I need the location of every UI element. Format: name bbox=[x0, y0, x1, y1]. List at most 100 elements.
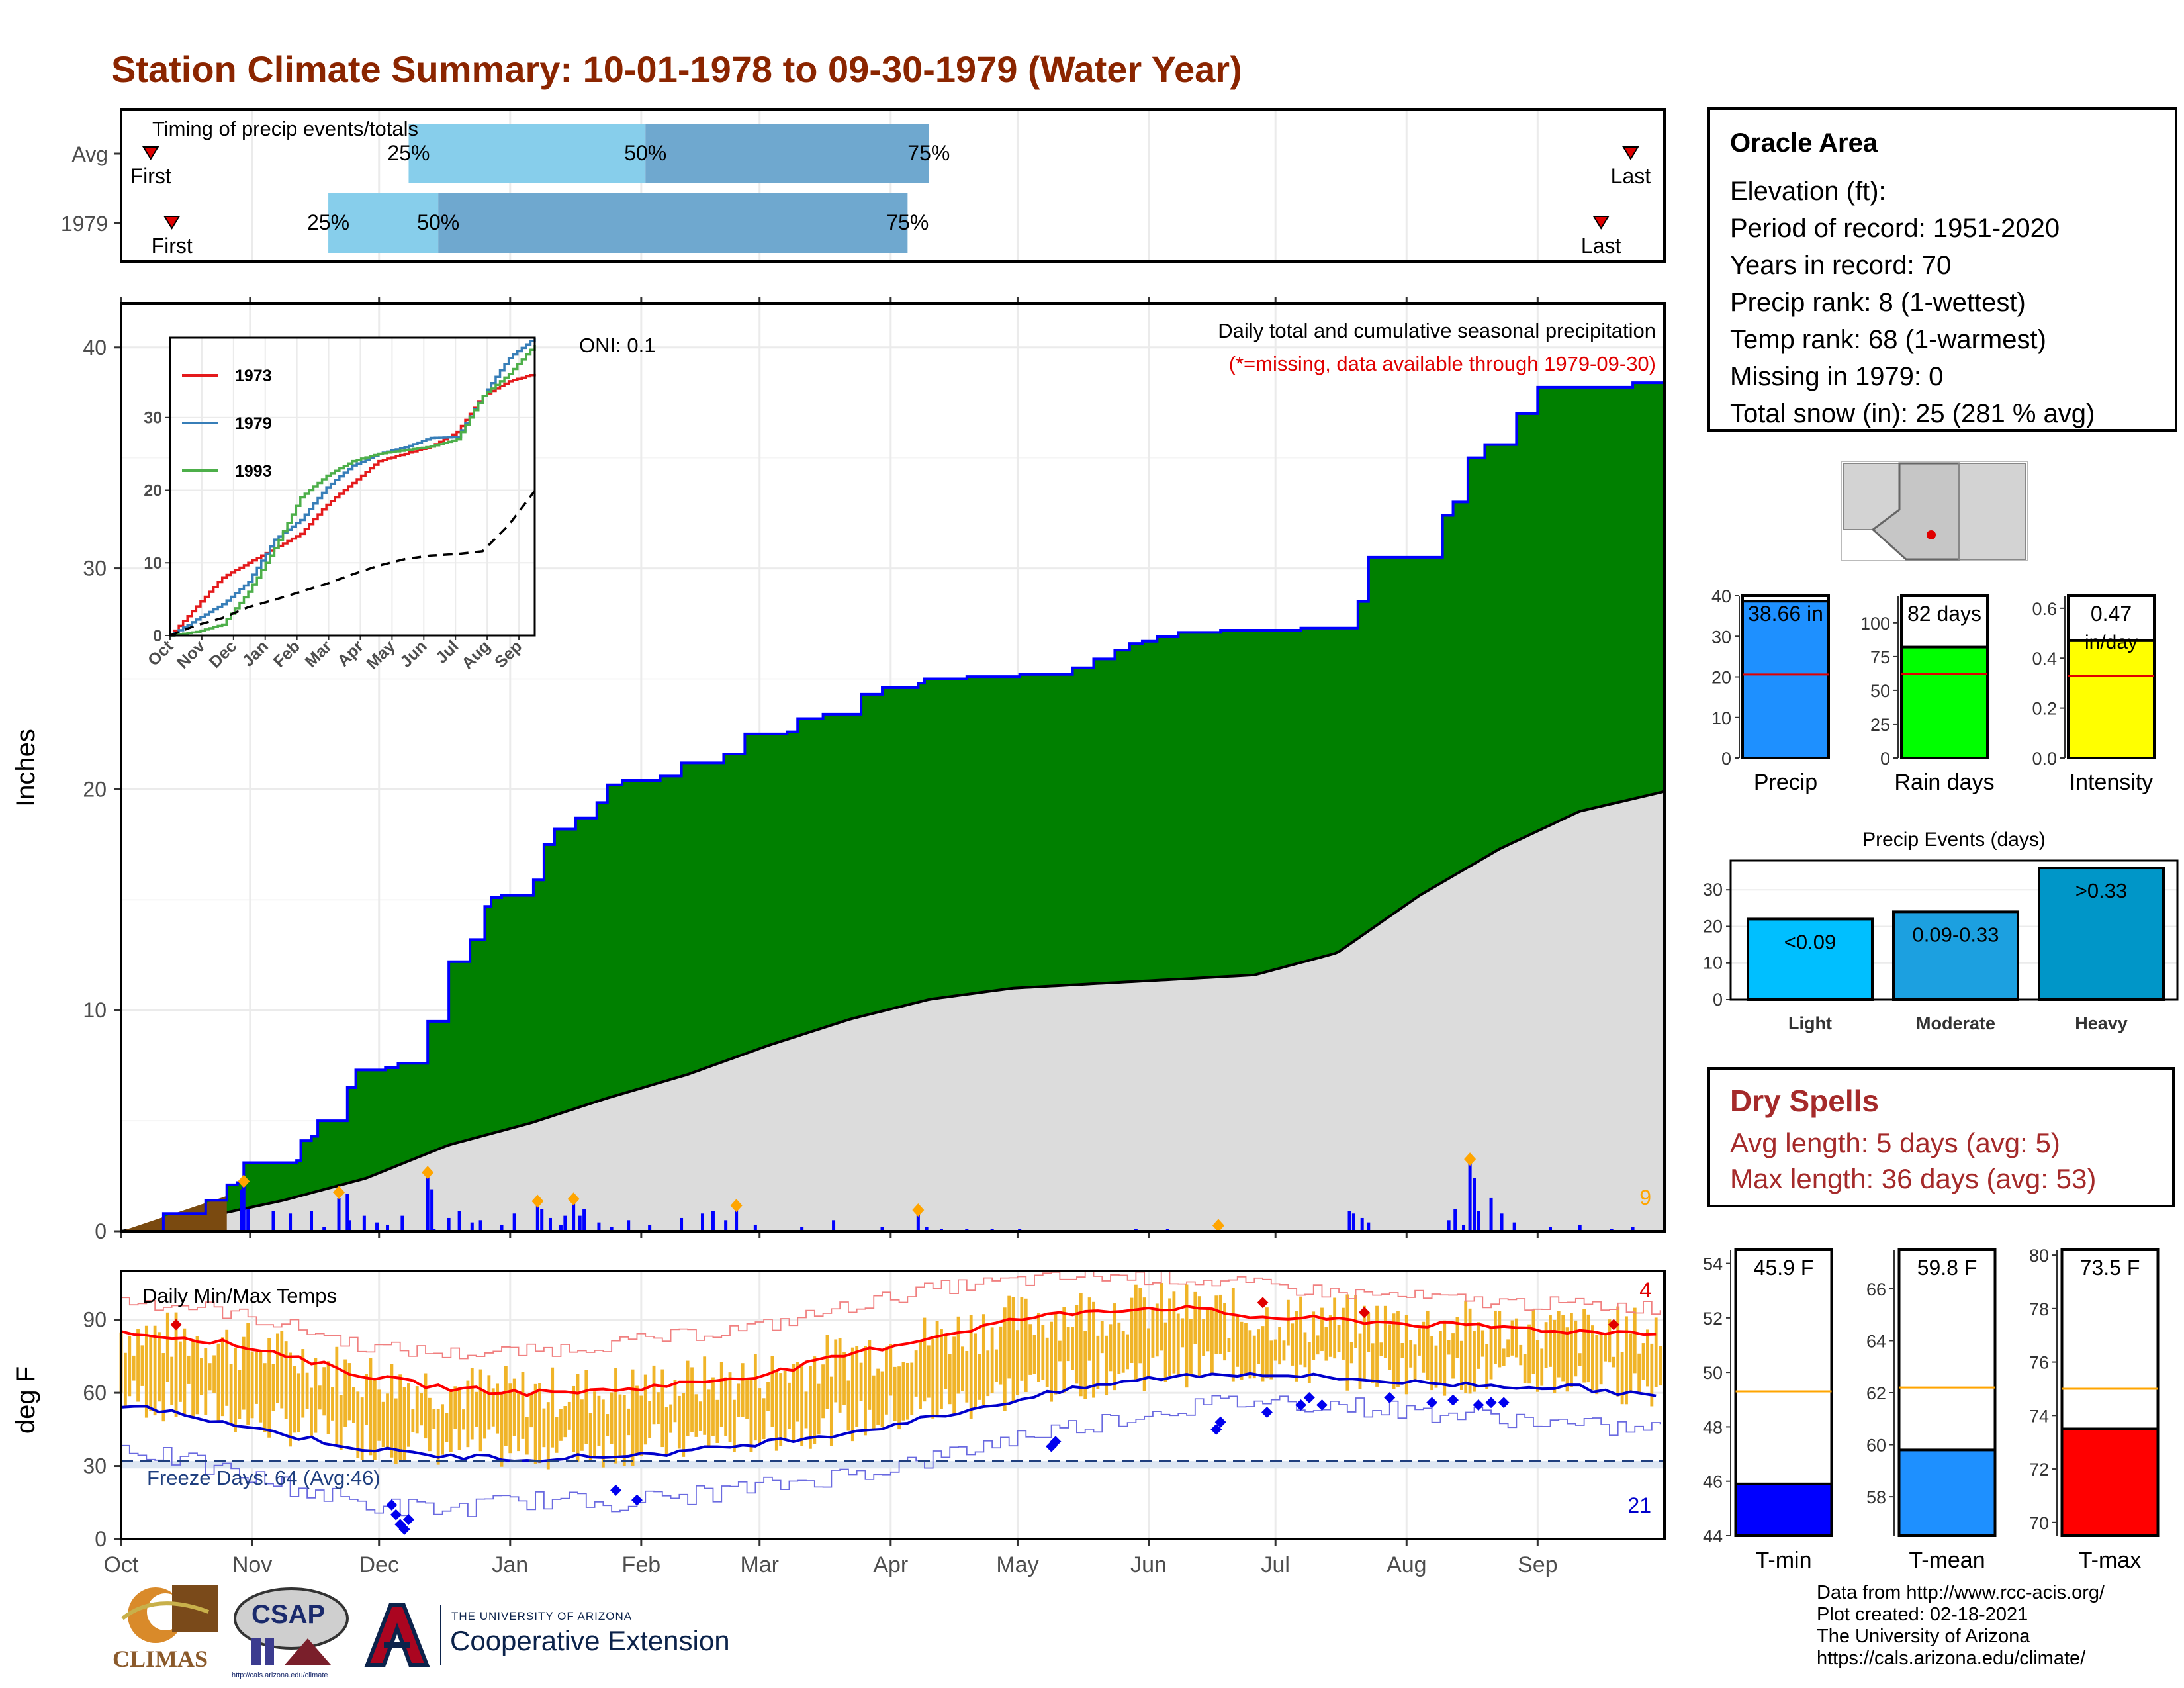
daily-temp-range-bar bbox=[694, 1394, 698, 1437]
daily-temp-range-bar bbox=[1109, 1324, 1113, 1372]
month-x-tick-label: Jun bbox=[1130, 1552, 1167, 1577]
daily-precip-bar-13 bbox=[400, 1215, 404, 1231]
daily-temp-range-bar bbox=[144, 1325, 148, 1418]
small-bar-value-label: 82 days bbox=[1907, 602, 1981, 626]
daily-temp-range-bar bbox=[487, 1375, 491, 1430]
daily-temp-range-bar bbox=[1130, 1297, 1134, 1364]
daily-temp-range-bar bbox=[1544, 1322, 1548, 1368]
daily-temp-range-bar bbox=[1147, 1328, 1150, 1378]
daily-temp-range-bar bbox=[1540, 1348, 1544, 1386]
daily-temp-range-bar bbox=[1138, 1288, 1142, 1364]
daily-temp-range-bar bbox=[1383, 1305, 1387, 1358]
record-low-marker-20 bbox=[1498, 1397, 1510, 1409]
info-snow: Total snow (in): 25 (281 % avg) bbox=[1730, 399, 2095, 428]
daily-temp-range-bar bbox=[1050, 1321, 1053, 1402]
daily-temp-range-bar bbox=[567, 1401, 571, 1430]
daily-temp-range-bar bbox=[601, 1399, 605, 1468]
daily-temp-range-bar bbox=[1480, 1330, 1484, 1357]
events-bar-Heavy bbox=[2038, 867, 2165, 1001]
record-low-marker-9 bbox=[1210, 1423, 1222, 1435]
daily-temp-range-bar bbox=[1510, 1320, 1514, 1356]
daily-temp-range-bar bbox=[293, 1366, 296, 1433]
inset-x-tick-label: Aug bbox=[458, 637, 494, 673]
daily-temp-range-bar bbox=[1003, 1307, 1007, 1411]
daily-temp-range-bar bbox=[948, 1354, 952, 1405]
daily-temp-range-bar bbox=[686, 1360, 690, 1437]
daily-precip-bar-69 bbox=[1631, 1227, 1635, 1231]
daily-temp-range-bar bbox=[868, 1340, 872, 1410]
daily-temp-range-bar bbox=[195, 1336, 199, 1415]
daily-temp-range-bar bbox=[216, 1343, 220, 1423]
daily-temp-range-bar bbox=[698, 1401, 702, 1431]
record-low-marker-19 bbox=[1485, 1397, 1497, 1409]
daily-precip-bar-33 bbox=[627, 1220, 631, 1231]
small-bar-y-tick-label: 0.0 bbox=[2032, 749, 2057, 769]
daily-temp-range-bar bbox=[753, 1354, 757, 1441]
first-event-label: First bbox=[152, 234, 193, 258]
daily-temp-range-bar bbox=[1303, 1332, 1307, 1368]
daily-temp-range-bar bbox=[1214, 1295, 1218, 1354]
daily-temp-range-bar bbox=[123, 1352, 127, 1407]
daily-temp-range-bar bbox=[724, 1377, 728, 1436]
daily-precip-bar-18 bbox=[457, 1211, 461, 1231]
precip-panel-title: Daily total and cumulative seasonal prec… bbox=[1218, 319, 1656, 342]
daily-temp-range-bar bbox=[407, 1383, 410, 1447]
daily-temp-range-bar bbox=[1041, 1325, 1045, 1380]
month-x-tick-label: Sep bbox=[1518, 1552, 1558, 1577]
daily-temp-range-bar bbox=[1168, 1298, 1171, 1376]
daily-temp-range-bar bbox=[470, 1368, 474, 1440]
daily-precip-bar-57 bbox=[1447, 1220, 1451, 1231]
daily-temp-range-bar bbox=[1236, 1316, 1240, 1367]
daily-temp-range-bar bbox=[618, 1394, 622, 1458]
daily-precip-bar-4 bbox=[289, 1213, 293, 1231]
record-low-marker-18 bbox=[1473, 1399, 1484, 1411]
daily-precip-bar-10 bbox=[362, 1215, 366, 1231]
daily-temp-range-bar bbox=[901, 1362, 905, 1421]
small-bar-y-tick-label: 30 bbox=[1711, 627, 1731, 647]
daily-temp-range-bar bbox=[1240, 1321, 1244, 1380]
daily-temp-range-bar bbox=[449, 1391, 453, 1452]
daily-temp-range-bar bbox=[420, 1393, 424, 1426]
month-x-tick-label: Nov bbox=[232, 1552, 272, 1577]
daily-temp-range-bar bbox=[627, 1408, 631, 1436]
page-title: Station Climate Summary: 10-01-1978 to 0… bbox=[111, 48, 1242, 90]
logo-divider bbox=[440, 1605, 441, 1665]
small-bar-y-tick-label: 20 bbox=[1711, 668, 1731, 688]
small-bar-y-tick-label: 54 bbox=[1703, 1254, 1723, 1274]
daily-precip-bar-12 bbox=[386, 1224, 390, 1231]
daily-temp-range-bar bbox=[525, 1417, 529, 1455]
daily-temp-range-bar bbox=[635, 1385, 639, 1455]
daily-temp-range-bar bbox=[1434, 1345, 1438, 1388]
small-bar-value-label: 73.5 F bbox=[2080, 1256, 2140, 1280]
daily-temp-range-bar bbox=[1007, 1295, 1011, 1379]
daily-temp-range-bar bbox=[817, 1383, 821, 1435]
small-bar-y-tick-label: 64 bbox=[1866, 1331, 1886, 1351]
footer-url: https://cals.arizona.edu/climate/ bbox=[1817, 1648, 2086, 1669]
daily-temp-range-bar bbox=[965, 1350, 969, 1403]
daily-temp-range-bar bbox=[1418, 1328, 1421, 1356]
daily-temp-range-bar bbox=[829, 1376, 833, 1446]
daily-temp-range-bar bbox=[1608, 1319, 1612, 1363]
daily-temp-range-bar bbox=[1422, 1321, 1426, 1373]
daily-temp-range-bar bbox=[935, 1321, 939, 1418]
daily-temp-range-bar bbox=[1590, 1325, 1594, 1390]
daily-temp-range-bar bbox=[496, 1383, 500, 1434]
daily-temp-range-bar bbox=[331, 1387, 334, 1421]
ua-logo-big-text: Cooperative Extension bbox=[450, 1625, 730, 1656]
daily-temp-range-bar bbox=[1447, 1340, 1451, 1355]
daily-precip-bar-39 bbox=[735, 1207, 739, 1231]
daily-temp-range-bar bbox=[1160, 1283, 1163, 1351]
daily-precip-peak-marker-4 bbox=[567, 1192, 580, 1206]
small-bar-y-tick-label: 0 bbox=[1721, 749, 1731, 769]
daily-temp-range-bar bbox=[1565, 1327, 1569, 1392]
small-bar-y-tick-label: 46 bbox=[1703, 1472, 1723, 1492]
daily-temp-range-bar bbox=[593, 1391, 596, 1458]
inset-y-tick-label: 10 bbox=[144, 554, 162, 573]
daily-temp-range-bar bbox=[846, 1380, 850, 1431]
daily-temp-range-bar bbox=[1269, 1340, 1273, 1380]
last-event-label: Last bbox=[1581, 234, 1621, 258]
daily-temp-range-bar bbox=[682, 1393, 686, 1457]
daily-temp-range-bar bbox=[271, 1364, 275, 1411]
inset-y-tick-label: 30 bbox=[144, 409, 162, 428]
